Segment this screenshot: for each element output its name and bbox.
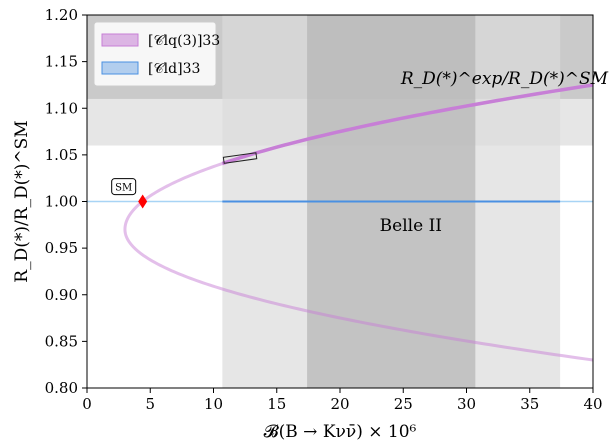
y-tick-label: 0.80 bbox=[45, 379, 78, 397]
y-tick-label: 1.10 bbox=[45, 99, 78, 117]
axis-ticks: 0 5 10 15 20 25 30 35 40 0.80 0.85 0.90 0.95 1.00 1.05… bbox=[45, 6, 603, 413]
x-tick-label: 25 bbox=[394, 395, 413, 413]
legend-label-0: [𝒞lq(3)]33 bbox=[148, 33, 220, 49]
sm-label-box bbox=[111, 178, 137, 196]
axis-labels: 𝓑(B → Kνν̄) × 10⁶ R_D(*)/R_D(*)^SM bbox=[12, 120, 417, 442]
annotations: R_D(*)^exp/R_D(*)^SM Belle II SM bbox=[111, 69, 609, 236]
series-clq-emphasized bbox=[221, 83, 593, 166]
y-tick-label: 1.20 bbox=[45, 6, 78, 24]
markers bbox=[138, 194, 148, 209]
y-tick-label: 1.05 bbox=[45, 146, 78, 164]
x-tick-label: 10 bbox=[204, 395, 223, 413]
x-tick-label: 35 bbox=[520, 395, 539, 413]
y-tick-label: 0.90 bbox=[45, 286, 78, 304]
sm-label: SM bbox=[115, 183, 132, 194]
x-tick-label: 20 bbox=[330, 395, 349, 413]
y-tick-label: 1.00 bbox=[45, 193, 78, 211]
x-tick-label: 40 bbox=[583, 395, 602, 413]
y-tick-label: 0.95 bbox=[45, 239, 78, 257]
legend-swatch-1 bbox=[101, 61, 139, 75]
x-tick-label: 30 bbox=[457, 395, 476, 413]
legend-label-1: [𝒞ld]33 bbox=[148, 61, 200, 77]
y-tick-label: 0.85 bbox=[45, 332, 78, 350]
annotation-belle-ii: Belle II bbox=[380, 216, 442, 236]
x-tick-label: 15 bbox=[267, 395, 286, 413]
y-axis-label: R_D(*)/R_D(*)^SM bbox=[12, 120, 32, 282]
legend: [𝒞lq(3)]33 [𝒞ld]33 bbox=[93, 21, 220, 87]
x-axis-label: 𝓑(B → Kνν̄) × 10⁶ bbox=[264, 422, 417, 442]
sm-point bbox=[138, 194, 148, 209]
annotation-rexp-rsm: R_D(*)^exp/R_D(*)^SM bbox=[400, 69, 609, 89]
x-tick-label: 0 bbox=[82, 395, 92, 413]
x-tick-label: 5 bbox=[145, 395, 155, 413]
hatched-overlap-region bbox=[222, 152, 258, 164]
series-clq-branch-lower bbox=[123, 229, 593, 362]
curves bbox=[87, 83, 593, 362]
y-tick-label: 1.15 bbox=[45, 53, 78, 71]
legend-swatch-0 bbox=[101, 33, 139, 47]
